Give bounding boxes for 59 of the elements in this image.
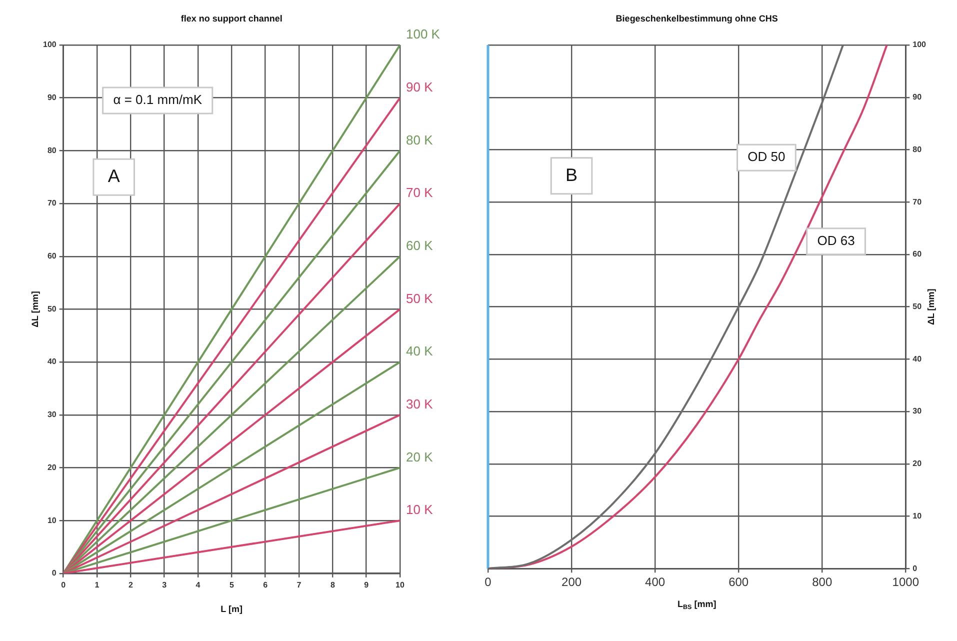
x-tick-label: 1 [94,580,100,590]
x-tick-label: 200 [562,575,582,590]
x-axis-title: L [m] [220,604,243,614]
x-tick-label: 800 [812,575,832,590]
series-label: 100 K [406,26,440,42]
y-tick-label: 60 [912,250,922,259]
x-tick-label: 6 [263,580,268,590]
series-label: 20 K [406,449,434,464]
series-label: OD 50 [748,149,786,164]
y-tick-label: 30 [47,410,57,420]
x-tick-label: 8 [330,580,336,590]
series-label: 90 K [406,79,434,94]
x-tick-label: 5 [229,580,234,590]
y-tick-label: 100 [42,40,57,50]
series-label: 30 K [406,396,434,412]
y-tick-label: 100 [912,40,927,50]
chart-title: Biegeschenkelbestimmung ohne CHS [616,13,778,24]
y-tick-label: 70 [47,198,57,208]
y-tick-label: 60 [47,252,57,261]
x-tick-label: 7 [296,580,302,590]
series-label: 70 K [406,185,434,200]
chart-title: flex no support channel [180,13,282,24]
x-tick-label: 600 [728,575,749,590]
y-tick-label: 30 [912,406,922,416]
y-tick-label: 50 [912,302,922,312]
y-tick-label: 80 [47,146,57,155]
y-tick-label: 90 [47,93,57,102]
series-label: 60 K [406,238,434,253]
annotation: B [566,164,578,185]
x-tick-label: 2 [128,580,134,590]
y-tick-label: 20 [912,459,922,468]
y-tick-label: 10 [912,511,922,520]
y-axis-title: ΔL [mm] [30,291,40,328]
y-tick-label: 40 [912,354,922,364]
y-tick-label: 50 [47,304,57,314]
y-tick-label: 90 [912,92,922,102]
annotation: α = 0.1 mm/mK [113,92,202,108]
x-tick-label: 3 [162,580,168,590]
x-tick-label: 9 [364,580,370,590]
y-tick-label: 80 [912,144,922,154]
series-label: 10 K [406,502,434,518]
y-tick-label: 70 [912,197,922,206]
x-tick-label: 0 [61,580,66,590]
annotation: A [108,166,120,186]
series-label: 50 K [406,290,434,306]
series-label: 80 K [406,132,434,148]
x-tick-label: 10 [396,580,405,590]
x-tick-label: 400 [645,575,666,590]
y-tick-label: 20 [47,462,57,472]
y-tick-label: 40 [47,357,57,366]
y-tick-label: 0 [52,568,57,578]
x-tick-label: 1000 [892,575,920,590]
y-tick-label: 10 [47,516,57,525]
y-tick-label: 0 [912,564,918,573]
x-tick-label: 0 [484,575,492,590]
series-label: OD 63 [817,232,855,248]
series-label: 40 K [406,344,434,359]
y-axis-title: ΔL [mm] [926,288,936,326]
x-tick-label: 4 [196,580,201,590]
